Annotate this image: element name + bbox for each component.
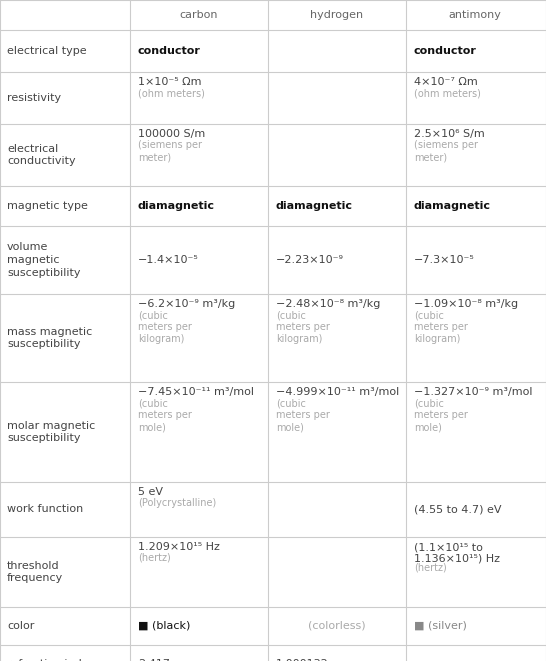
Text: −2.23×10⁻⁹: −2.23×10⁻⁹ (276, 255, 344, 265)
Text: (cubic
meters per
mole): (cubic meters per mole) (276, 398, 330, 432)
Text: diamagnetic: diamagnetic (138, 201, 215, 211)
Text: −1.4×10⁻⁵: −1.4×10⁻⁵ (138, 255, 199, 265)
Text: (1.1×10¹⁵ to
1.136×10¹⁵) Hz: (1.1×10¹⁵ to 1.136×10¹⁵) Hz (414, 542, 500, 564)
Text: molar magnetic
susceptibility: molar magnetic susceptibility (7, 420, 95, 444)
Text: (Polycrystalline): (Polycrystalline) (138, 498, 216, 508)
Text: 1.000132: 1.000132 (276, 659, 329, 661)
Text: (cubic
meters per
mole): (cubic meters per mole) (414, 398, 468, 432)
Text: (siemens per
meter): (siemens per meter) (138, 140, 202, 162)
Text: (ohm meters): (ohm meters) (138, 88, 205, 98)
Text: magnetic type: magnetic type (7, 201, 88, 211)
Text: refractive index: refractive index (7, 659, 95, 661)
Text: electrical
conductivity: electrical conductivity (7, 143, 76, 167)
Text: 100000 S/m: 100000 S/m (138, 129, 205, 139)
Text: −1.09×10⁻⁸ m³/kg: −1.09×10⁻⁸ m³/kg (414, 299, 518, 309)
Text: (cubic
meters per
mole): (cubic meters per mole) (138, 398, 192, 432)
Text: −2.48×10⁻⁸ m³/kg: −2.48×10⁻⁸ m³/kg (276, 299, 381, 309)
Text: (hertz): (hertz) (138, 553, 171, 563)
Text: (cubic
meters per
kilogram): (cubic meters per kilogram) (276, 310, 330, 344)
Text: (hertz): (hertz) (414, 563, 447, 573)
Text: −7.3×10⁻⁵: −7.3×10⁻⁵ (414, 255, 475, 265)
Text: mass magnetic
susceptibility: mass magnetic susceptibility (7, 327, 92, 350)
Text: ■ (black): ■ (black) (138, 621, 191, 631)
Text: hydrogen: hydrogen (311, 10, 364, 20)
Text: diamagnetic: diamagnetic (276, 201, 353, 211)
Text: antimony: antimony (449, 10, 501, 20)
Text: 2.5×10⁶ S/m: 2.5×10⁶ S/m (414, 129, 485, 139)
Text: (siemens per
meter): (siemens per meter) (414, 140, 478, 162)
Text: −4.999×10⁻¹¹ m³/mol: −4.999×10⁻¹¹ m³/mol (276, 387, 399, 397)
Text: electrical type: electrical type (7, 46, 87, 56)
Text: (colorless): (colorless) (308, 621, 366, 631)
Text: threshold
frequency: threshold frequency (7, 561, 63, 584)
Text: ■ (silver): ■ (silver) (414, 621, 467, 631)
Text: resistivity: resistivity (7, 93, 61, 103)
Text: conductor: conductor (414, 46, 477, 56)
Text: −1.327×10⁻⁹ m³/mol: −1.327×10⁻⁹ m³/mol (414, 387, 532, 397)
Text: (ohm meters): (ohm meters) (414, 88, 481, 98)
Text: 1.209×10¹⁵ Hz: 1.209×10¹⁵ Hz (138, 542, 220, 552)
Text: −7.45×10⁻¹¹ m³/mol: −7.45×10⁻¹¹ m³/mol (138, 387, 254, 397)
Text: 1×10⁻⁵ Ωm: 1×10⁻⁵ Ωm (138, 77, 201, 87)
Text: −6.2×10⁻⁹ m³/kg: −6.2×10⁻⁹ m³/kg (138, 299, 235, 309)
Text: conductor: conductor (138, 46, 201, 56)
Text: diamagnetic: diamagnetic (414, 201, 491, 211)
Text: 4×10⁻⁷ Ωm: 4×10⁻⁷ Ωm (414, 77, 478, 87)
Text: work function: work function (7, 504, 83, 514)
Text: (4.55 to 4.7) eV: (4.55 to 4.7) eV (414, 504, 501, 514)
Text: carbon: carbon (180, 10, 218, 20)
Text: (cubic
meters per
kilogram): (cubic meters per kilogram) (414, 310, 468, 344)
Text: 5 eV: 5 eV (138, 487, 163, 497)
Text: 2.417: 2.417 (138, 659, 170, 661)
Text: volume
magnetic
susceptibility: volume magnetic susceptibility (7, 242, 80, 278)
Text: (cubic
meters per
kilogram): (cubic meters per kilogram) (138, 310, 192, 344)
Text: color: color (7, 621, 34, 631)
